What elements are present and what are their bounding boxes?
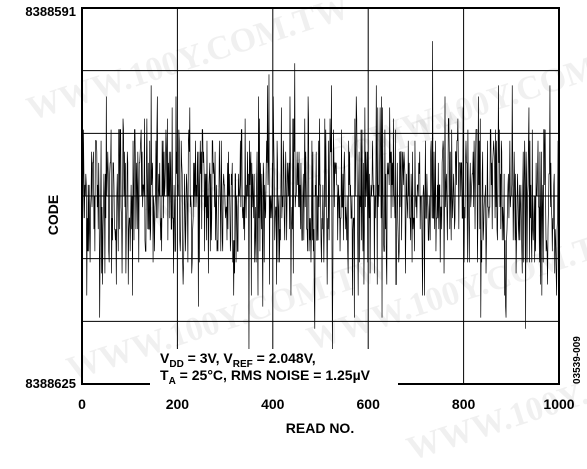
x-tick-label: 800: [452, 396, 476, 412]
figure-id: 03539-009: [572, 336, 583, 384]
x-tick-label: 600: [357, 396, 381, 412]
x-tick-label: 400: [261, 396, 285, 412]
annotation-background: [150, 349, 398, 385]
series-noise-trace: [81, 41, 560, 362]
x-tick-label: 0: [78, 396, 86, 412]
y-axis-label: CODE: [45, 195, 61, 235]
x-tick-label: 200: [166, 396, 190, 412]
noise-trace-line: [81, 41, 560, 362]
x-tick-labels: 0 200 400 600 800 1000: [78, 396, 575, 412]
annotation-line-2: TA = 25°C, RMS NOISE = 1.25µV: [160, 367, 371, 387]
chart-canvas: 8388591 8388625 0 200 400 600 800 1000 R…: [25, 4, 583, 436]
x-tick-label: 1000: [543, 396, 574, 412]
grid-lines: [82, 8, 559, 384]
x-axis-label: READ NO.: [286, 420, 354, 436]
y-tick-label-bottom: 8388625: [25, 376, 76, 391]
y-tick-label-top: 8388591: [25, 4, 76, 19]
annotation-line-1: VDD = 3V, VREF = 2.048V,: [160, 350, 316, 370]
noise-chart: 8388591 8388625 0 200 400 600 800 1000 R…: [22, 0, 587, 468]
